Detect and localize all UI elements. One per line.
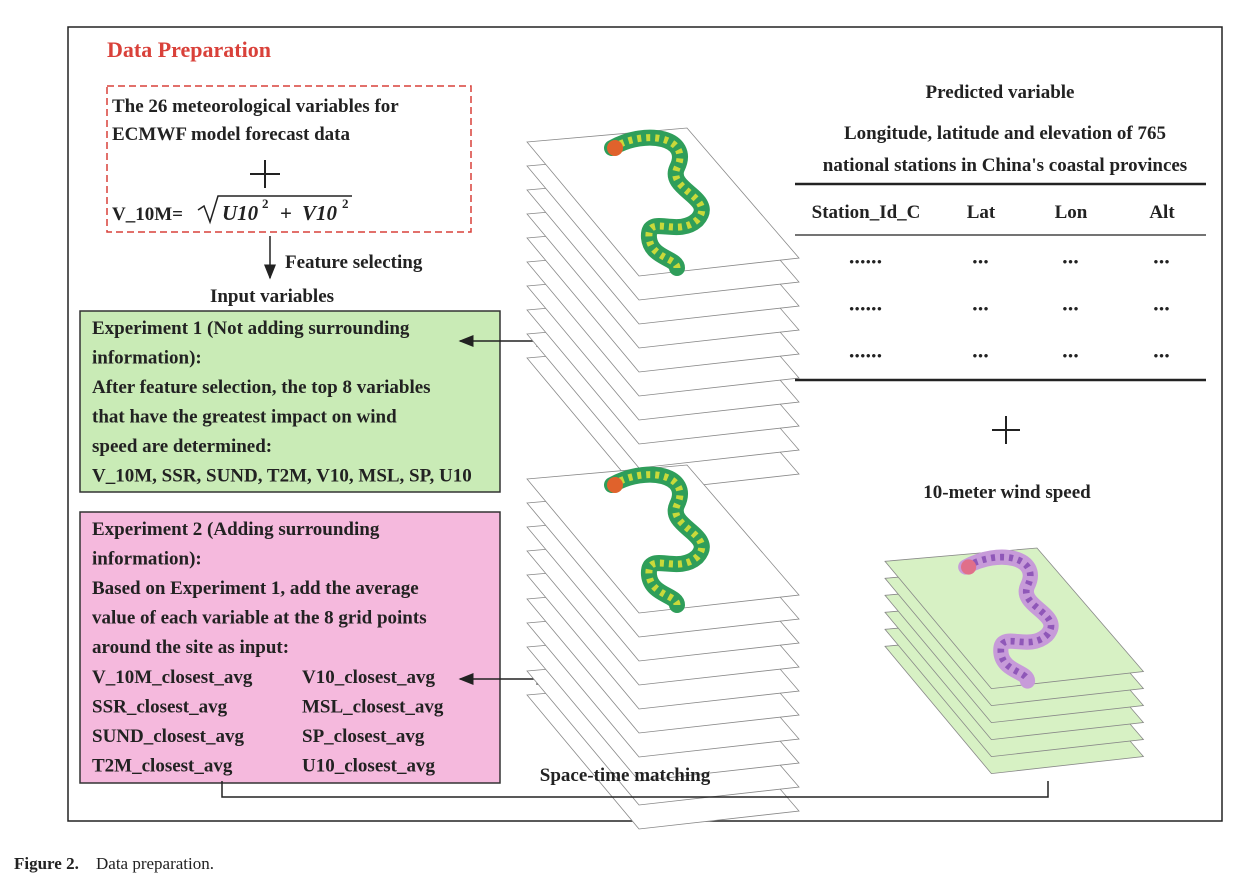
- table-cell: •••: [973, 301, 990, 316]
- experiment2-line: value of each variable at the 8 grid poi…: [92, 608, 427, 629]
- radical: [197, 195, 352, 225]
- experiment2-box: [79, 511, 501, 784]
- table-cell: •••: [1154, 348, 1171, 363]
- coast-hot: [607, 140, 623, 156]
- formula-term: U10: [222, 201, 259, 225]
- variable-name: MSL_closest_avg: [302, 697, 444, 718]
- experiment1-box: [79, 310, 501, 493]
- experiment1-line: speed are determined:: [92, 436, 272, 457]
- variable-name: SP_closest_avg: [302, 726, 425, 747]
- experiment1-line: that have the greatest impact on wind: [92, 407, 397, 428]
- table-header: Station_Id_C: [812, 202, 921, 223]
- wind-speed-label: 10-meter wind speed: [923, 482, 1091, 503]
- formula-power: 2: [262, 196, 269, 211]
- table-cell: •••: [1154, 301, 1171, 316]
- variable-name: SSR_closest_avg: [92, 697, 228, 718]
- source-line: The 26 meteorological variables for: [112, 96, 399, 117]
- formula-power: 2: [342, 196, 349, 211]
- table-cell: ••••••: [849, 301, 882, 316]
- experiment2-line: around the site as input:: [92, 637, 289, 658]
- predicted-title: Predicted variable: [926, 82, 1075, 103]
- predicted-line: Longitude, latitude and elevation of 765: [844, 123, 1166, 144]
- formula-term: V10: [302, 201, 338, 225]
- arrow-label: Feature selecting: [285, 252, 423, 273]
- experiment1-line: information):: [92, 348, 202, 369]
- formula-label: V_10M=: [112, 204, 183, 225]
- experiment2-line: Based on Experiment 1, add the average: [92, 578, 419, 599]
- source-box: [106, 85, 472, 233]
- experiment1-line: After feature selection, the top 8 varia…: [92, 377, 431, 398]
- formula-operator: +: [280, 201, 292, 225]
- variable-name: V10_closest_avg: [302, 667, 435, 688]
- variable-name: T2M_closest_avg: [92, 756, 233, 777]
- table-cell: •••: [1063, 348, 1080, 363]
- table-cell: ••••••: [849, 348, 882, 363]
- coast-region: [610, 134, 706, 270]
- variable-name: SUND_closest_avg: [92, 726, 244, 747]
- table-cell: •••: [1154, 254, 1171, 269]
- input-heading: Input variables: [210, 286, 334, 307]
- coast-region: [964, 553, 1055, 683]
- table-cell: •••: [1063, 301, 1080, 316]
- predicted-line: national stations in China's coastal pro…: [823, 155, 1187, 176]
- table-header: Alt: [1149, 202, 1175, 223]
- table-header: Lon: [1055, 202, 1088, 223]
- variable-name: V_10M_closest_avg: [92, 667, 253, 688]
- experiment1-line: V_10M, SSR, SUND, T2M, V10, MSL, SP, U10: [92, 466, 472, 487]
- matching-label: Space-time matching: [540, 765, 711, 786]
- plus-sign: [992, 416, 1020, 444]
- experiment2-line: information):: [92, 549, 202, 570]
- caption-text: Data preparation.: [96, 854, 214, 873]
- experiment1-line: Experiment 1 (Not adding surrounding: [92, 318, 410, 339]
- caption-label: Figure 2.: [14, 854, 79, 873]
- coast-hot: [607, 477, 623, 493]
- coast-hot: [961, 559, 977, 575]
- table-cell: •••: [973, 254, 990, 269]
- coast-region: [610, 471, 706, 607]
- table-cell: •••: [1063, 254, 1080, 269]
- experiment2-line: Experiment 2 (Adding surrounding: [92, 519, 380, 540]
- table-header: Lat: [967, 202, 996, 223]
- plus-sign: [250, 160, 280, 188]
- source-line: ECMWF model forecast data: [112, 124, 350, 145]
- section-title: Data Preparation: [107, 37, 271, 62]
- bracket: [221, 781, 1049, 798]
- variable-name: U10_closest_avg: [302, 756, 435, 777]
- map-stacks: [526, 127, 1145, 830]
- table-cell: •••: [973, 348, 990, 363]
- table-cell: ••••••: [849, 254, 882, 269]
